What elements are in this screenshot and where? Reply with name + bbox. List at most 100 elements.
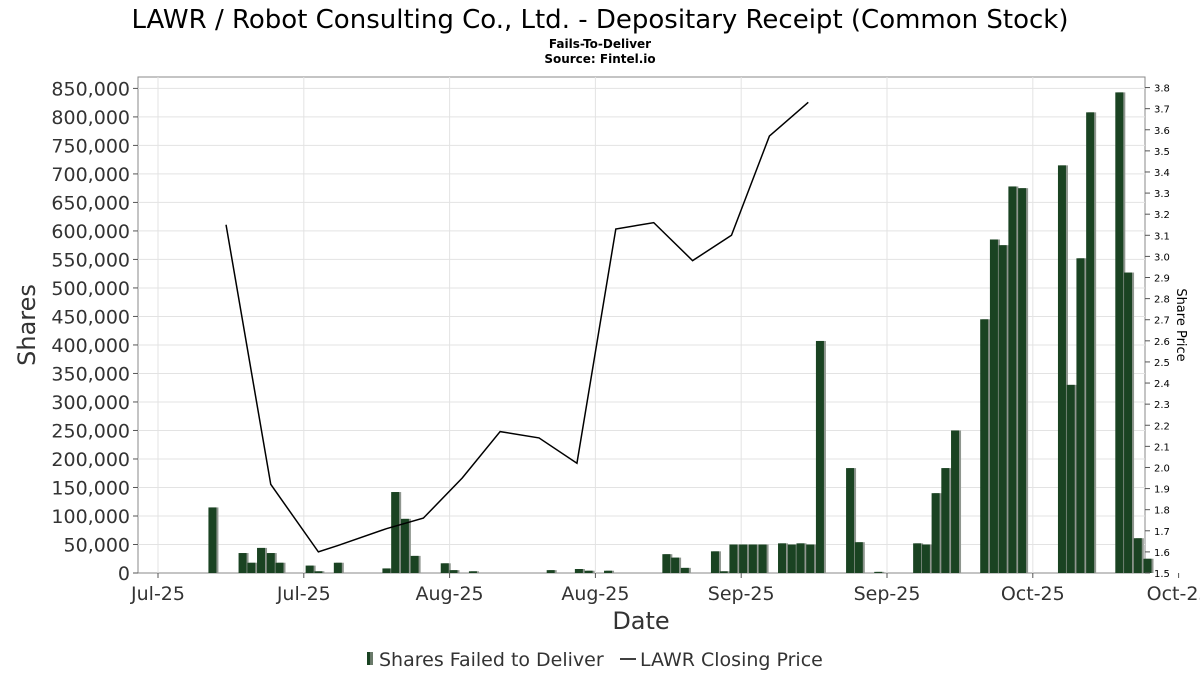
x-tick-label: Sep-25 xyxy=(854,583,921,605)
bar xyxy=(941,468,950,573)
y-tick-label: 550,000 xyxy=(51,249,130,271)
bar xyxy=(238,553,247,573)
y2-tick-label: 1.5 xyxy=(1154,569,1170,580)
y2-tick-label: 3.8 xyxy=(1154,84,1170,95)
y2-tick-label: 2.4 xyxy=(1154,379,1170,390)
bar xyxy=(1057,165,1066,574)
bar xyxy=(1018,188,1027,573)
y2-tick-label: 3.1 xyxy=(1154,231,1170,242)
y-tick-label: 100,000 xyxy=(51,506,130,528)
y2-tick-label: 3.3 xyxy=(1154,189,1170,200)
bar xyxy=(546,570,555,573)
y-axis-right: 1.5 1.6 1.7 1.8 1.9 2.0 2.1 2.2 2.3 2.4 2.5 2.6 2.7 2… xyxy=(1145,84,1170,580)
bar xyxy=(333,562,342,573)
bar xyxy=(1143,558,1152,573)
bar xyxy=(440,563,449,573)
chart-source: Source: Fintel.io xyxy=(544,52,655,66)
bar xyxy=(1066,384,1075,573)
chart-subtitle: Fails-To-Deliver xyxy=(549,37,651,51)
bar xyxy=(680,567,689,573)
bar xyxy=(710,551,719,573)
bar xyxy=(574,569,583,573)
y-tick-label: 50,000 xyxy=(64,534,130,556)
bar xyxy=(391,492,400,573)
bar xyxy=(719,571,728,573)
y2-tick-label: 2.6 xyxy=(1154,337,1170,348)
y-tick-label: 150,000 xyxy=(51,477,130,499)
y-tick-label: 600,000 xyxy=(51,221,130,243)
bar xyxy=(806,544,815,573)
bar xyxy=(208,507,217,573)
price-line xyxy=(225,101,809,553)
bar xyxy=(787,544,796,573)
legend-bar-swatch xyxy=(367,652,370,665)
y-tick-label: 350,000 xyxy=(51,363,130,385)
bar xyxy=(874,571,883,573)
x-tick-label: Jul-25 xyxy=(130,583,185,605)
bar xyxy=(854,542,863,573)
y-tick-label: 300,000 xyxy=(51,392,130,414)
y2-tick-label: 2.7 xyxy=(1154,316,1170,327)
y2-tick-label: 2.9 xyxy=(1154,274,1170,285)
bar xyxy=(247,562,256,573)
bar xyxy=(980,319,989,573)
bar xyxy=(739,544,748,573)
y-tick-label: 800,000 xyxy=(51,107,130,129)
bar xyxy=(604,570,613,573)
bar xyxy=(1133,538,1142,573)
bar xyxy=(400,518,409,573)
bar xyxy=(314,571,323,573)
y2-tick-label: 2.5 xyxy=(1154,358,1170,369)
y2-tick-label: 1.7 xyxy=(1154,527,1170,538)
x-tick-label: Aug-25 xyxy=(416,583,484,605)
bar xyxy=(1008,186,1017,573)
bar xyxy=(1076,258,1085,573)
legend-label-fails: Shares Failed to Deliver xyxy=(379,649,604,671)
bar xyxy=(931,493,940,573)
bar xyxy=(410,555,419,573)
y-tick-label: 750,000 xyxy=(51,135,130,157)
y-tick-label: 400,000 xyxy=(51,335,130,357)
bar xyxy=(449,570,458,573)
bar xyxy=(1115,92,1124,574)
bar xyxy=(275,562,284,573)
y2-tick-label: 3.6 xyxy=(1154,126,1170,137)
y2-tick-label: 3.0 xyxy=(1154,252,1170,263)
bar xyxy=(382,568,391,573)
legend: Shares Failed to Deliver LAWR Closing Pr… xyxy=(367,649,823,671)
y-tick-label: 450,000 xyxy=(51,306,130,328)
plot-area xyxy=(137,76,1146,574)
y-axis-left: 0 50,000 100,000 150,000 200,000 250,000 300,0… xyxy=(51,78,138,585)
y2-tick-label: 1.9 xyxy=(1154,485,1170,496)
bar xyxy=(951,430,960,573)
y2-tick-label: 3.4 xyxy=(1154,168,1170,179)
y2-tick-label: 2.0 xyxy=(1154,463,1170,474)
y-tick-label: 250,000 xyxy=(51,420,130,442)
bar xyxy=(913,543,922,573)
x-axis: Jul-25 Jul-25 Aug-25 Aug-25 Sep-25 Sep-25 Oct-… xyxy=(130,573,1200,605)
bar xyxy=(468,571,477,573)
y-tick-label: 850,000 xyxy=(51,78,130,100)
y2-tick-label: 3.2 xyxy=(1154,210,1170,221)
bar xyxy=(729,544,738,573)
bar xyxy=(584,570,593,573)
bar xyxy=(1124,272,1133,573)
y2-tick-label: 3.5 xyxy=(1154,147,1170,158)
bar xyxy=(758,544,767,573)
gridlines xyxy=(138,77,1145,573)
chart-title: LAWR / Robot Consulting Co., Ltd. - Depo… xyxy=(131,5,1068,35)
bar xyxy=(257,547,266,573)
legend-label-price: LAWR Closing Price xyxy=(640,649,823,671)
x-tick-label: Sep-25 xyxy=(708,583,775,605)
y-tick-label: 650,000 xyxy=(51,192,130,214)
y2-axis-title: Share Price xyxy=(1173,288,1188,361)
y-tick-label: 500,000 xyxy=(51,278,130,300)
price-line-layer xyxy=(225,101,809,553)
x-tick-label: Oct-25 xyxy=(1001,583,1065,605)
bar xyxy=(778,543,787,573)
x-tick-label: Jul-25 xyxy=(276,583,331,605)
y2-tick-label: 2.3 xyxy=(1154,400,1170,411)
bar xyxy=(662,554,671,573)
legend-bar-swatch-shadow xyxy=(370,652,373,665)
